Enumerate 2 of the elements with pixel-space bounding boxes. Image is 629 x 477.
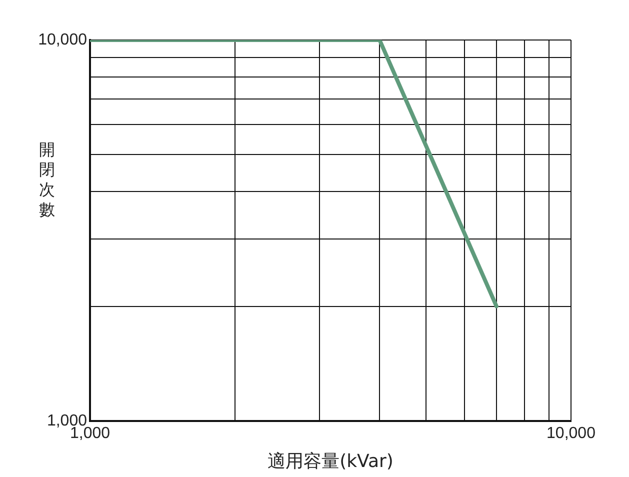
x-axis-title: 適用容量(kVar) [268, 450, 394, 472]
y-axis-title: 開閉次數 [38, 140, 56, 220]
